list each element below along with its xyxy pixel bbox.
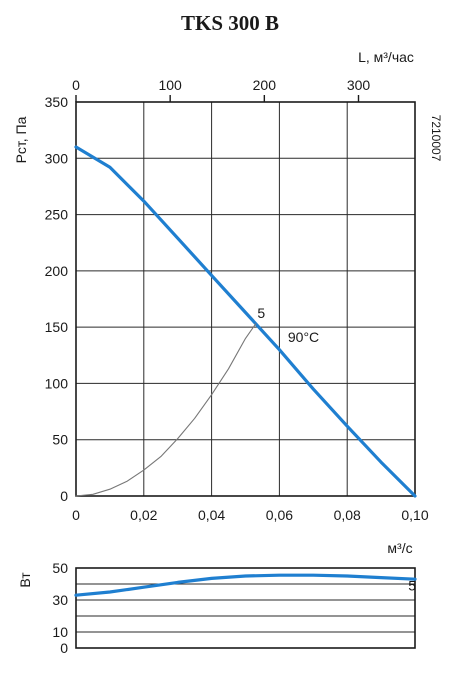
power-y-tick-label: 0 [60,640,68,656]
x-tick-label: 0,04 [198,507,225,523]
y-tick-label: 300 [45,150,69,166]
plot-frame [75,101,416,497]
system-curve [75,323,257,497]
y-tick-label: 50 [52,432,68,448]
pressure-curve [74,145,417,498]
top-x-tick-label: 300 [347,77,371,93]
y-tick-label: 250 [45,207,69,223]
power-y-tick-label: 10 [52,624,68,640]
chart-title: TKS 300 B [181,11,279,35]
bottom-x-axis-unit: м³/с [387,540,412,556]
top-x-axis-label: L, м³/час [358,49,414,65]
power-y-tick-label: 30 [52,592,68,608]
y-tick-label: 0 [60,488,68,504]
curve-annotation: 90°C [288,329,319,345]
power-y-tick-label: 50 [52,560,68,576]
power-curve-annotation: 5 [408,577,416,593]
x-tick-label: 0,02 [130,507,157,523]
curve-annotation: 5 [257,305,265,321]
top-x-tick-label: 0 [72,77,80,93]
top-x-tick-label: 200 [253,77,277,93]
x-tick-label: 0,10 [401,507,428,523]
top-x-tick-label: 100 [158,77,182,93]
power-plot-frame [75,567,416,649]
x-tick-label: 0,08 [334,507,361,523]
power-curve [74,573,417,597]
y-tick-label: 200 [45,263,69,279]
power-y-axis-label: Вт [17,572,33,588]
chart-code: 7210007 [429,115,443,162]
y-tick-label: 100 [45,375,69,391]
x-tick-label: 0,06 [266,507,293,523]
x-tick-label: 0 [72,507,80,523]
y-tick-label: 350 [45,94,69,110]
y-axis-label: Pст, Па [13,116,29,163]
y-tick-label: 150 [45,319,69,335]
